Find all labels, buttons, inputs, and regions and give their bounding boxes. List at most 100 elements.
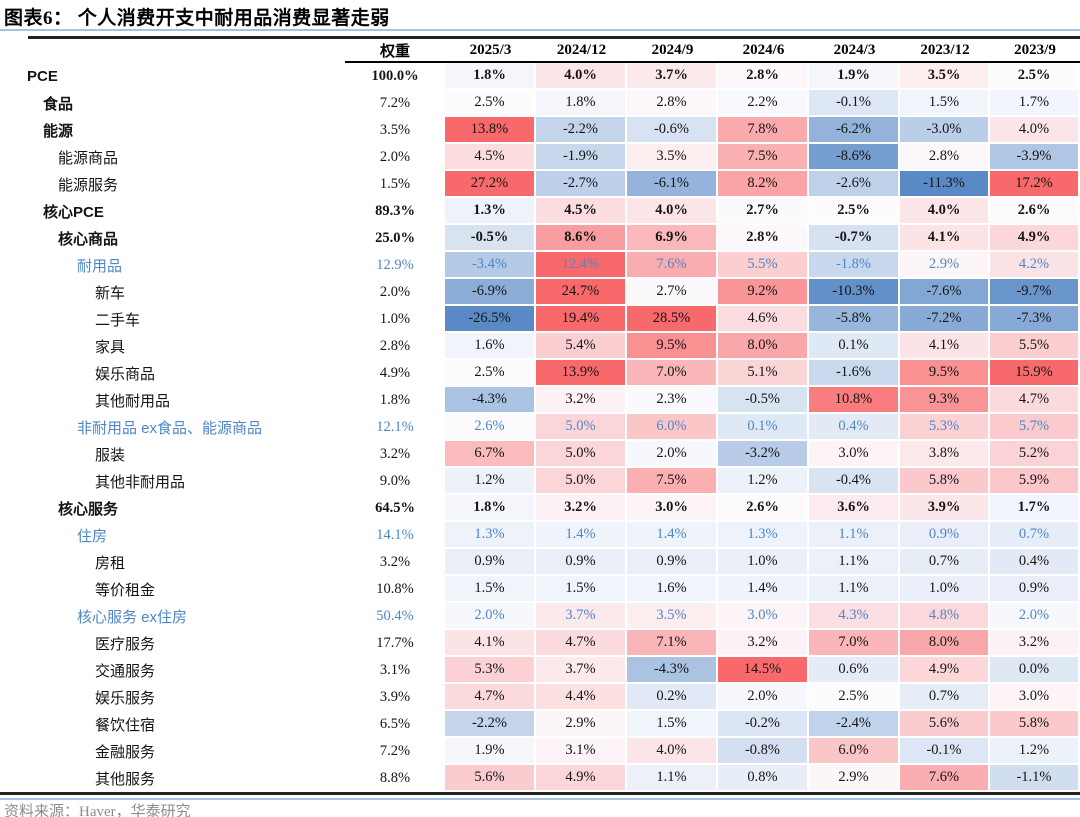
heatmap-cell: 1.7% xyxy=(990,495,1080,522)
table-row: 服装 3.2% 6.7% 5.0% 2.0% -3.2% 3.0% 3.8% 5.2% xyxy=(0,441,1080,468)
heatmap-cell: -9.7% xyxy=(990,279,1080,306)
column-header: 2025/3 xyxy=(445,40,536,63)
heatmap-cell: 10.8% xyxy=(809,387,900,414)
heatmap-cell: 0.9% xyxy=(990,576,1080,603)
heatmap-cell: 4.8% xyxy=(900,603,990,630)
heatmap-cell: 1.8% xyxy=(445,495,536,522)
heatmap-cell: 13.8% xyxy=(445,117,536,144)
heatmap-cell: -0.4% xyxy=(809,468,900,495)
heatmap-cell: 2.5% xyxy=(990,63,1080,90)
heatmap-cell: 4.7% xyxy=(445,684,536,711)
weight-cell: 3.2% xyxy=(379,446,411,462)
heatmap-cell: -1.9% xyxy=(536,144,627,171)
heatmap-cell: 8.0% xyxy=(900,630,990,657)
heatmap-cell: 1.3% xyxy=(445,522,536,549)
heatmap-cell: 9.5% xyxy=(900,360,990,387)
heatmap-cell: 5.4% xyxy=(536,333,627,360)
heatmap-cell: 4.0% xyxy=(627,738,718,765)
heatmap-cell: 4.3% xyxy=(809,603,900,630)
heatmap-cell: -0.8% xyxy=(718,738,809,765)
heatmap-cell: -0.1% xyxy=(900,738,990,765)
heatmap-cell: 3.6% xyxy=(809,495,900,522)
column-header: 2024/9 xyxy=(627,40,718,63)
table-row: 其他非耐用品 9.0% 1.2% 5.0% 7.5% 1.2% -0.4% 5.8% 5.9% xyxy=(0,468,1080,495)
heatmap-cell: 4.0% xyxy=(900,198,990,225)
heatmap-cell: 4.1% xyxy=(900,225,990,252)
heatmap-cell: -1.6% xyxy=(809,360,900,387)
heatmap-cell: 5.2% xyxy=(990,441,1080,468)
row-label: 核心服务 ex住房 xyxy=(77,609,188,626)
weight-cell: 100.0% xyxy=(371,68,419,84)
table-row: 交通服务 3.1% 5.3% 3.7% -4.3% 14.5% 0.6% 4.9% 0.0% xyxy=(0,657,1080,684)
heatmap-cell: -3.0% xyxy=(900,117,990,144)
heatmap-cell: -3.2% xyxy=(718,441,809,468)
heatmap-cell: 3.5% xyxy=(627,603,718,630)
heatmap-cell: -8.6% xyxy=(809,144,900,171)
row-label: 能源 xyxy=(43,123,74,140)
heatmap-cell: 7.6% xyxy=(900,765,990,792)
heatmap-cell: 1.1% xyxy=(809,576,900,603)
weight-cell: 17.7% xyxy=(376,635,414,651)
figure-title: 图表6： 个人消费开支中耐用品消费显著走弱 xyxy=(4,8,390,29)
heatmap-cell: 8.6% xyxy=(536,225,627,252)
heatmap-cell: 5.0% xyxy=(536,414,627,441)
heatmap-cell: -0.6% xyxy=(627,117,718,144)
table-row: 二手车 1.0% -26.5% 19.4% 28.5% 4.6% -5.8% -7.2% -7.… xyxy=(0,306,1080,333)
heatmap-cell: 4.4% xyxy=(536,684,627,711)
heatmap-cell: 2.0% xyxy=(718,684,809,711)
heatmap-cell: 3.2% xyxy=(536,495,627,522)
heatmap-cell: 3.0% xyxy=(627,495,718,522)
heatmap-cell: -7.2% xyxy=(900,306,990,333)
heatmap-cell: 1.8% xyxy=(536,90,627,117)
heatmap-cell: 0.6% xyxy=(809,657,900,684)
heatmap-cell: 5.5% xyxy=(990,333,1080,360)
table-row: 其他耐用品 1.8% -4.3% 3.2% 2.3% -0.5% 10.8% 9.3% 4.7% xyxy=(0,387,1080,414)
heatmap-cell: 4.7% xyxy=(990,387,1080,414)
heatmap-cell: -2.2% xyxy=(445,711,536,738)
heatmap-cell: 3.0% xyxy=(990,684,1080,711)
row-label: 娱乐服务 xyxy=(95,690,156,707)
column-header: 2024/12 xyxy=(536,40,627,63)
table-row: 核心服务 ex住房 50.4% 2.0% 3.7% 3.5% 3.0% 4.3% 4.8% 2.… xyxy=(0,603,1080,630)
heatmap-cell: 0.9% xyxy=(536,549,627,576)
weight-cell: 12.1% xyxy=(376,419,414,435)
heatmap-cell: 1.5% xyxy=(445,576,536,603)
title-separator-line xyxy=(0,29,1080,31)
heatmap-cell: 1.0% xyxy=(718,549,809,576)
row-label: 二手车 xyxy=(95,312,141,329)
heatmap-cell: 3.5% xyxy=(627,144,718,171)
heatmap-cell: 0.9% xyxy=(627,549,718,576)
source-note: 资料来源：Haver，华泰研究 xyxy=(4,804,191,817)
heatmap-cell: 0.8% xyxy=(718,765,809,792)
weight-cell: 3.1% xyxy=(379,662,411,678)
table-row: 娱乐服务 3.9% 4.7% 4.4% 0.2% 2.0% 2.5% 0.7% 3.0% xyxy=(0,684,1080,711)
row-label: 服装 xyxy=(95,447,126,464)
heatmap-cell: -3.9% xyxy=(990,144,1080,171)
column-header: 2023/12 xyxy=(900,40,990,63)
table-row: 能源 3.5% 13.8% -2.2% -0.6% 7.8% -6.2% -3.0% 4.0% xyxy=(0,117,1080,144)
heatmap-cell: 3.9% xyxy=(900,495,990,522)
heatmap-cell: 9.2% xyxy=(718,279,809,306)
table-row: 餐饮住宿 6.5% -2.2% 2.9% 1.5% -0.2% -2.4% 5.6% 5.8% xyxy=(0,711,1080,738)
table-row: 医疗服务 17.7% 4.1% 4.7% 7.1% 3.2% 7.0% 8.0% 3.2% xyxy=(0,630,1080,657)
heatmap-cell: -1.8% xyxy=(809,252,900,279)
heatmap-cell: -1.1% xyxy=(990,765,1080,792)
table-row: PCE 100.0% 1.8% 4.0% 3.7% 2.8% 1.9% 3.5% 2.5% xyxy=(0,63,1080,90)
heatmap-cell: 1.4% xyxy=(536,522,627,549)
header-row: 权重 2025/3 2024/12 2024/9 2024/6 2024/3 2023/12… xyxy=(0,40,1080,63)
weight-cell: 10.8% xyxy=(376,581,414,597)
heatmap-cell: 0.9% xyxy=(900,522,990,549)
heatmap-cell: 0.9% xyxy=(445,549,536,576)
heatmap-cell: 15.9% xyxy=(990,360,1080,387)
row-label: 住房 xyxy=(77,528,108,545)
row-label: 能源商品 xyxy=(58,150,119,167)
heatmap-cell: 17.2% xyxy=(990,171,1080,198)
heatmap-cell: 7.5% xyxy=(718,144,809,171)
heatmap-cell: 1.8% xyxy=(445,63,536,90)
heatmap-cell: 5.5% xyxy=(718,252,809,279)
heatmap-cell: 7.6% xyxy=(627,252,718,279)
heatmap-cell: -7.3% xyxy=(990,306,1080,333)
table-row: 其他服务 8.8% 5.6% 4.9% 1.1% 0.8% 2.9% 7.6% -1.1% xyxy=(0,765,1080,792)
heatmap-cell: 6.7% xyxy=(445,441,536,468)
heatmap-cell: 6.9% xyxy=(627,225,718,252)
